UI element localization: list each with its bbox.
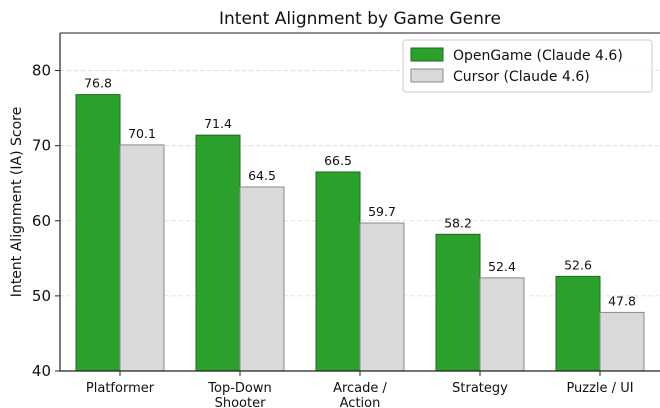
- bar-cursor: [119, 144, 165, 372]
- bar-opengame: [195, 134, 241, 372]
- y-tick-label: 70: [32, 137, 51, 155]
- legend-label: OpenGame (Claude 4.6): [453, 48, 623, 64]
- data-label: 70.1: [128, 126, 156, 141]
- data-label: 76.8: [84, 76, 112, 91]
- bar-cursor: [239, 186, 285, 372]
- axes: [55, 32, 660, 376]
- y-axis-label: Intent Alignment (IA) Score: [9, 107, 25, 297]
- y-tick-label: 50: [32, 287, 51, 305]
- x-tick-label: Platformer: [86, 381, 155, 396]
- data-labels: 76.8 70.1 71.4 64.5 66.5 59.7 58.2 52.4 52.6 47.8: [84, 76, 636, 309]
- bar-cursor: [479, 277, 525, 372]
- bar-opengame: [435, 233, 481, 372]
- data-label: 59.7: [368, 204, 396, 219]
- legend: OpenGame (Claude 4.6) Cursor (Claude 4.6): [402, 39, 653, 93]
- bars: [75, 94, 645, 372]
- y-tick-label: 80: [32, 62, 51, 80]
- x-tick-label: Shooter: [215, 396, 266, 408]
- data-label: 66.5: [324, 153, 352, 168]
- legend-box: [402, 39, 653, 93]
- data-label: 64.5: [248, 168, 276, 183]
- chart-title: Intent Alignment by Game Genre: [219, 9, 501, 29]
- legend-label: Cursor (Claude 4.6): [453, 69, 590, 85]
- x-tick-label: Arcade /: [333, 381, 387, 396]
- data-label: 58.2: [444, 215, 472, 230]
- bar-cursor: [599, 311, 645, 372]
- y-tick-label: 60: [32, 212, 51, 230]
- bar-opengame: [75, 94, 121, 372]
- data-label: 52.6: [564, 257, 592, 272]
- y-tick-label: 40: [32, 362, 51, 380]
- x-tick-label: Strategy: [452, 381, 508, 396]
- bar-cursor: [359, 222, 405, 372]
- x-tick-label: Puzzle / UI: [566, 381, 633, 396]
- x-tick-label: Top-Down: [207, 381, 271, 396]
- data-label: 52.4: [488, 259, 516, 274]
- bar-opengame: [555, 275, 601, 372]
- data-label: 47.8: [608, 293, 636, 308]
- x-tick-label: Action: [340, 396, 381, 408]
- legend-swatch: [410, 68, 444, 83]
- bar-opengame: [315, 171, 361, 372]
- legend-swatch: [410, 47, 444, 62]
- data-label: 71.4: [204, 116, 232, 131]
